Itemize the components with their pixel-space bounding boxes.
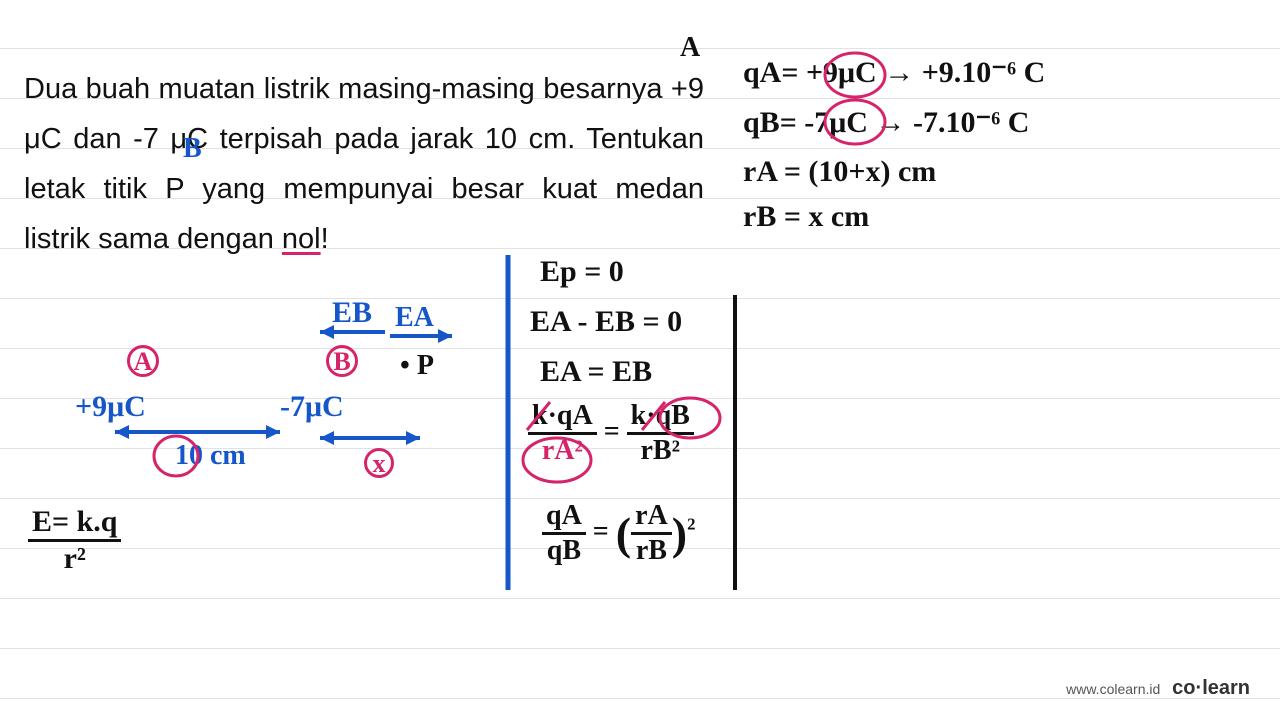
node-A-circle: A	[127, 345, 159, 377]
paren-close-icon: )	[672, 508, 687, 559]
ratio-rB: rB	[631, 535, 672, 567]
given-qB: qB= -7μC → -7.10⁻⁶ C	[743, 105, 1029, 140]
eq-Ep0: Ep = 0	[540, 255, 624, 289]
label-A: A	[680, 32, 700, 64]
distance-10cm: 10 cm	[175, 440, 246, 472]
formula-E-den: r²	[28, 542, 121, 576]
paren-open-icon: (	[616, 508, 631, 559]
brand-learn: learn	[1202, 677, 1250, 699]
eq-EA-minus-EB: EA - EB = 0	[530, 305, 682, 339]
point-P-label: P	[417, 350, 434, 381]
problem-text: Dua buah muatan listrik masing-masing be…	[24, 64, 704, 264]
equals-icon: =	[604, 416, 620, 447]
footer-brand: co·learn	[1172, 677, 1250, 699]
eq-kq-over-r2: k·qA rA² = k·qB rB²	[528, 400, 694, 467]
given-qA: qA= +9μC → +9.10⁻⁶ C	[743, 55, 1045, 90]
ratio-qA: qA	[542, 500, 586, 535]
label-B: B	[183, 133, 202, 165]
exponent-2: 2	[687, 515, 695, 534]
eq-kqA: k·qA	[528, 400, 597, 435]
charge-minus7: -7μC	[280, 390, 344, 424]
formula-E-num: E= k.q	[28, 505, 121, 542]
vector-EB-label: EB	[332, 296, 372, 330]
footer-url: www.colearn.id	[1066, 681, 1160, 697]
eq-ratio: qA qB = ( rA rB )2	[542, 500, 695, 567]
brand-co: co	[1172, 677, 1195, 699]
ratio-rA: rA	[631, 500, 672, 535]
equals-icon-2: =	[593, 516, 609, 547]
footer: www.colearn.id co·learn	[1066, 677, 1250, 700]
eq-EA-eq-EB: EA = EB	[540, 355, 652, 389]
eq-rB2: rB²	[627, 435, 694, 467]
formula-E: E= k.q r²	[28, 505, 121, 576]
ratio-qB: qB	[542, 535, 586, 567]
distance-x: x	[364, 448, 394, 478]
eq-rA2: rA²	[528, 435, 597, 467]
given-rA: rA = (10+x) cm	[743, 155, 936, 189]
node-B-circle: B	[326, 345, 358, 377]
given-rB: rB = x cm	[743, 200, 869, 234]
charge-plus9: +9μC	[75, 390, 146, 424]
eq-kqB: k·qB	[627, 400, 694, 435]
point-P: • P	[400, 350, 434, 382]
vector-EA-label: EA	[395, 302, 434, 334]
